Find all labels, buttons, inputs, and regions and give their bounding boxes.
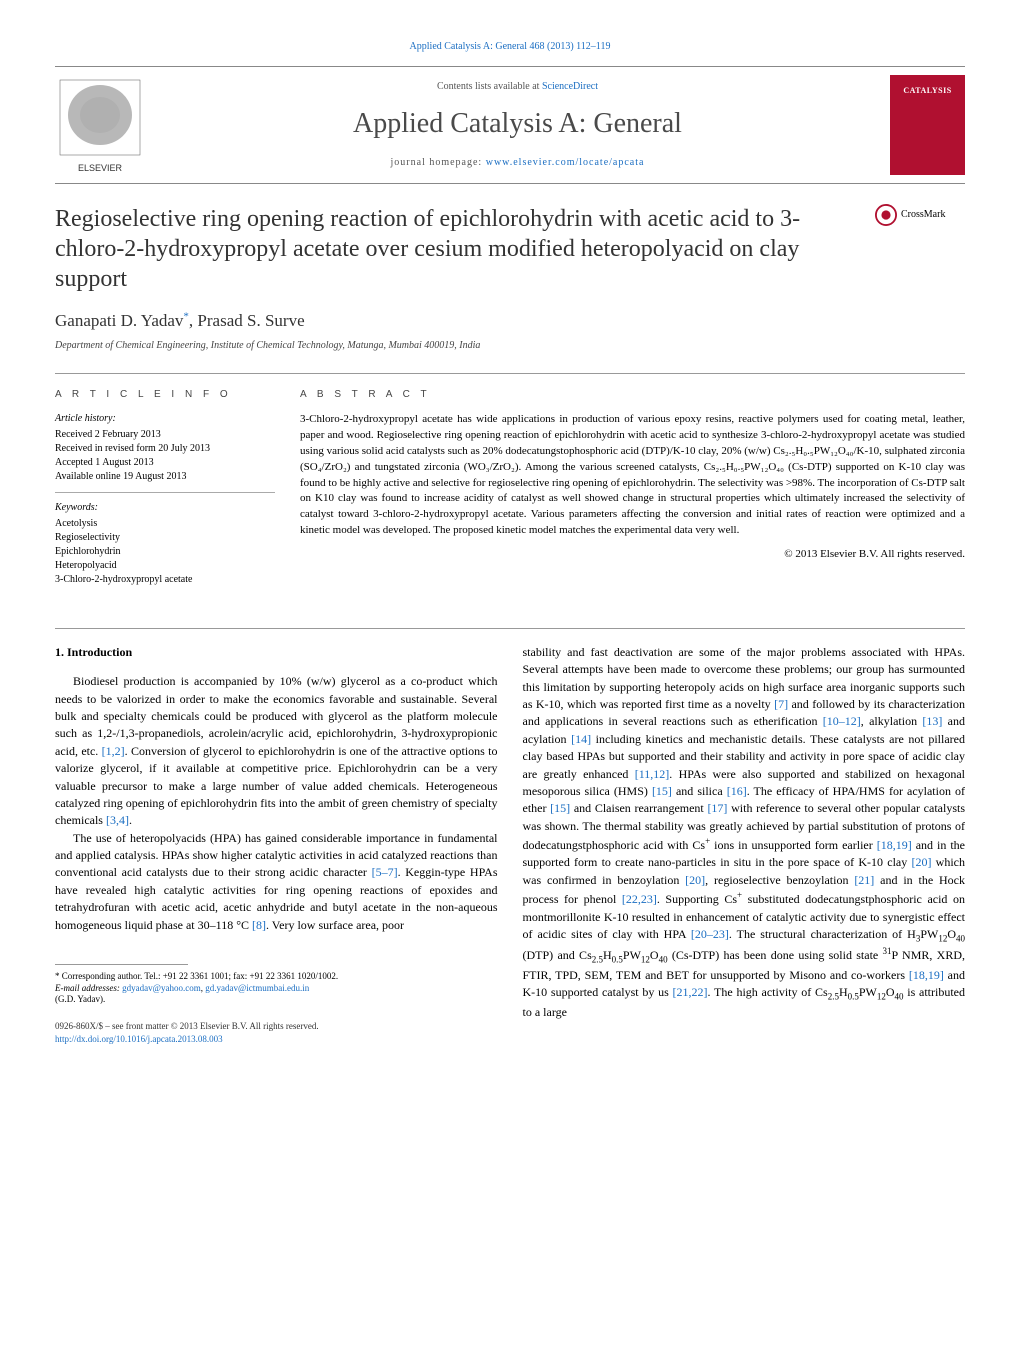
- right-column: stability and fast deactivation are some…: [523, 644, 966, 1046]
- ref-link[interactable]: [18,19]: [909, 968, 944, 982]
- footnote-author-name: (G.D. Yadav).: [55, 994, 498, 1006]
- history-item: Available online 19 August 2013: [55, 470, 275, 484]
- keyword: Epichlorohydrin: [55, 545, 275, 559]
- ref-link[interactable]: [13]: [922, 714, 942, 728]
- footnote-corr: * Corresponding author. Tel.: +91 22 336…: [55, 971, 498, 983]
- article-title: Regioselective ring opening reaction of …: [55, 204, 855, 294]
- ref-link[interactable]: [11,12]: [635, 767, 670, 781]
- copyright-line: © 2013 Elsevier B.V. All rights reserved…: [300, 547, 965, 562]
- contents-prefix: Contents lists available at: [437, 81, 542, 92]
- history-item: Received in revised form 20 July 2013: [55, 442, 275, 456]
- journal-title: Applied Catalysis A: General: [145, 104, 890, 143]
- ref-link[interactable]: [20]: [685, 873, 705, 887]
- crossmark-icon: [875, 204, 897, 226]
- history-item: Accepted 1 August 2013: [55, 456, 275, 470]
- crossmark-badge[interactable]: CrossMark: [875, 204, 965, 226]
- homepage-link[interactable]: www.elsevier.com/locate/apcata: [486, 157, 645, 168]
- history-label: Article history:: [55, 412, 275, 426]
- contents-line: Contents lists available at ScienceDirec…: [145, 80, 890, 94]
- ref-link[interactable]: [8]: [252, 918, 266, 932]
- email-link[interactable]: gd.yadav@ictmumbai.edu.in: [205, 983, 309, 993]
- corr-author-mark[interactable]: *: [183, 310, 189, 322]
- body-paragraph: The use of heteropolyacids (HPA) has gai…: [55, 830, 498, 934]
- title-row: Regioselective ring opening reaction of …: [55, 204, 965, 294]
- abstract-text: 3-Chloro-2-hydroxypropyl acetate has wid…: [300, 412, 965, 540]
- body-paragraph: stability and fast deactivation are some…: [523, 644, 966, 1021]
- article-history-block: Article history: Received 2 February 201…: [55, 412, 275, 493]
- front-matter-line: 0926-860X/$ – see front matter © 2013 El…: [55, 1020, 498, 1033]
- email-label: E-mail addresses:: [55, 983, 122, 993]
- ref-link[interactable]: [22,23]: [622, 892, 657, 906]
- elsevier-logo: ELSEVIER: [55, 75, 145, 175]
- ref-link[interactable]: [5–7]: [372, 865, 398, 879]
- ref-link[interactable]: [17]: [707, 801, 727, 815]
- footnote-divider: [55, 964, 188, 965]
- info-abstract-row: A R T I C L E I N F O Article history: R…: [55, 373, 965, 603]
- ref-link[interactable]: [3,4]: [106, 813, 129, 827]
- ref-link[interactable]: [21,22]: [673, 985, 708, 999]
- ref-link[interactable]: [10–12]: [823, 714, 861, 728]
- ref-link[interactable]: [20–23]: [691, 927, 729, 941]
- email-link[interactable]: gdyadav@yahoo.com: [122, 983, 201, 993]
- left-column: 1. Introduction Biodiesel production is …: [55, 644, 498, 1046]
- ref-link[interactable]: [14]: [571, 732, 591, 746]
- ref-link[interactable]: [18,19]: [877, 838, 912, 852]
- ref-link[interactable]: [20]: [911, 855, 931, 869]
- abstract-section: A B S T R A C T 3-Chloro-2-hydroxypropyl…: [300, 388, 965, 603]
- homepage-prefix: journal homepage:: [391, 157, 486, 168]
- keywords-label: Keywords:: [55, 501, 275, 515]
- svg-text:ELSEVIER: ELSEVIER: [78, 163, 123, 173]
- footnote-email-line: E-mail addresses: gdyadav@yahoo.com, gd.…: [55, 983, 498, 995]
- body-two-column: 1. Introduction Biodiesel production is …: [55, 628, 965, 1046]
- journal-homepage-line: journal homepage: www.elsevier.com/locat…: [145, 156, 890, 170]
- ref-link[interactable]: [15]: [550, 801, 570, 815]
- top-citation-link[interactable]: Applied Catalysis A: General 468 (2013) …: [55, 40, 965, 54]
- keywords-block: Keywords: Acetolysis Regioselectivity Ep…: [55, 501, 275, 595]
- doi-link[interactable]: http://dx.doi.org/10.1016/j.apcata.2013.…: [55, 1034, 223, 1044]
- ref-link[interactable]: [15]: [652, 784, 672, 798]
- article-info-heading: A R T I C L E I N F O: [55, 388, 275, 402]
- bottom-publisher-info: 0926-860X/$ – see front matter © 2013 El…: [55, 1020, 498, 1046]
- sciencedirect-link[interactable]: ScienceDirect: [542, 81, 598, 92]
- body-paragraph: Biodiesel production is accompanied by 1…: [55, 673, 498, 830]
- journal-header: ELSEVIER Contents lists available at Sci…: [55, 66, 965, 184]
- section-heading: 1. Introduction: [55, 644, 498, 661]
- ref-link[interactable]: [7]: [774, 697, 788, 711]
- crossmark-label: CrossMark: [901, 208, 945, 222]
- header-center: Contents lists available at ScienceDirec…: [145, 80, 890, 169]
- corresponding-author-footnote: * Corresponding author. Tel.: +91 22 336…: [55, 971, 498, 1006]
- ref-link[interactable]: [21]: [854, 873, 874, 887]
- affiliation: Department of Chemical Engineering, Inst…: [55, 339, 965, 353]
- ref-link[interactable]: [16]: [727, 784, 747, 798]
- ref-link[interactable]: [1,2]: [102, 744, 125, 758]
- keyword: Acetolysis: [55, 517, 275, 531]
- cover-label: CATALYSIS: [903, 85, 951, 96]
- keyword: 3-Chloro-2-hydroxypropyl acetate: [55, 573, 275, 587]
- keyword: Heteropolyacid: [55, 559, 275, 573]
- authors: Ganapati D. Yadav*, Prasad S. Surve: [55, 309, 965, 333]
- keyword: Regioselectivity: [55, 531, 275, 545]
- journal-cover-thumb: CATALYSIS: [890, 75, 965, 175]
- abstract-heading: A B S T R A C T: [300, 388, 965, 402]
- article-info-sidebar: A R T I C L E I N F O Article history: R…: [55, 388, 275, 603]
- history-item: Received 2 February 2013: [55, 428, 275, 442]
